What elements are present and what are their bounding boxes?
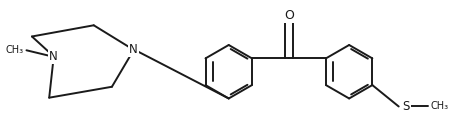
Text: S: S — [402, 100, 410, 113]
Text: N: N — [129, 43, 138, 56]
Text: O: O — [284, 9, 294, 22]
Text: N: N — [49, 50, 58, 63]
Text: CH₃: CH₃ — [431, 101, 449, 112]
Text: CH₃: CH₃ — [5, 45, 23, 55]
